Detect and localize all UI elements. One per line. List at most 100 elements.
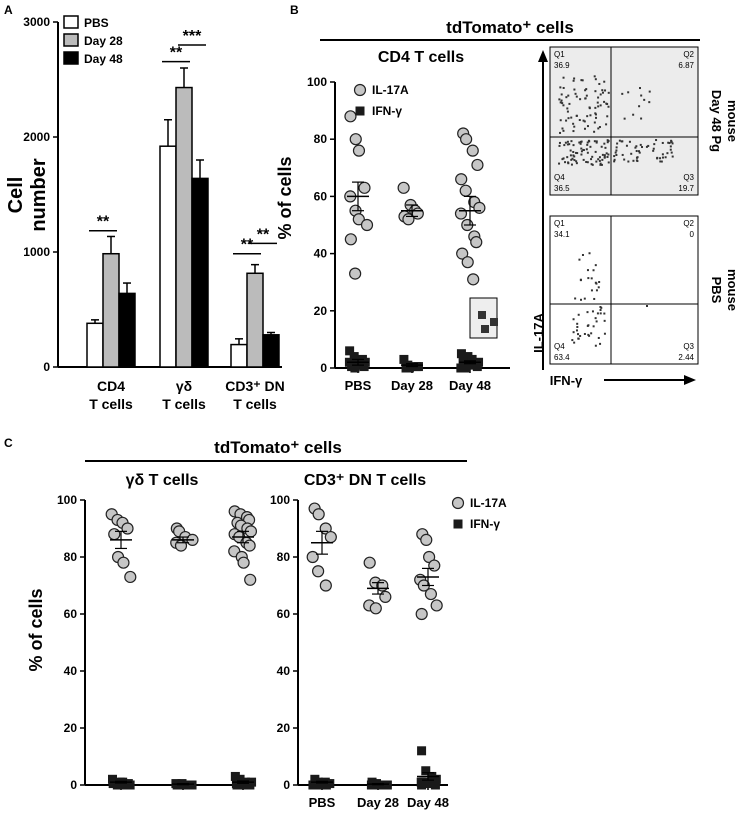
- flow-event: [581, 253, 584, 256]
- flow-event: [606, 141, 609, 144]
- flow-event: [562, 129, 565, 132]
- quadrant-value: 19.7: [678, 184, 694, 193]
- il17a-point: [420, 533, 433, 547]
- quadrant-value: 34.1: [554, 230, 570, 239]
- panel-c-dn-scatter: CD3⁺ DN T cells 0 20 40 60 80 100 PBS Day 28 Day …: [270, 472, 507, 810]
- y-tick-label: 0: [70, 778, 77, 792]
- flow-event: [583, 332, 586, 335]
- flow-event: [572, 130, 575, 133]
- x-tick-label: T cells: [162, 396, 206, 412]
- flow-event: [575, 95, 578, 98]
- flow-event: [606, 155, 609, 158]
- flow-event: [593, 130, 596, 133]
- flow-event: [561, 127, 564, 130]
- flow-event: [584, 97, 587, 100]
- ifng-point: [245, 780, 255, 790]
- flow-event: [590, 277, 593, 280]
- legend-label: IFN-γ: [372, 104, 402, 118]
- flow-event: [586, 141, 589, 144]
- flow-event: [580, 298, 583, 301]
- flow-event: [589, 145, 592, 148]
- flow-event: [603, 156, 606, 159]
- x-tick-label: CD4: [97, 378, 125, 394]
- bar: [191, 177, 209, 368]
- flow-event: [586, 151, 589, 154]
- ifng-point: [399, 354, 409, 364]
- flow-event: [600, 145, 603, 148]
- y-tick-label: 100: [57, 493, 77, 507]
- flow-event: [592, 325, 595, 328]
- il17a-point: [471, 158, 484, 172]
- il17a-point: [424, 587, 438, 601]
- flow-event: [570, 140, 573, 143]
- flow-event: [588, 140, 591, 143]
- flow-event: [632, 113, 635, 116]
- quadrant-name: Q1: [554, 50, 565, 59]
- flow-event: [588, 252, 591, 255]
- flow-event: [603, 80, 606, 83]
- ifng-point: [366, 780, 376, 790]
- flow-event: [621, 140, 624, 143]
- flow-event: [579, 334, 582, 337]
- flow-event: [614, 151, 617, 154]
- il17a-point: [117, 556, 130, 569]
- flow-event: [589, 114, 592, 117]
- ifng-point: [461, 363, 471, 373]
- flow-event: [623, 158, 626, 161]
- flow-event: [599, 162, 602, 165]
- quadrant-value: 36.5: [554, 184, 570, 193]
- flow-event: [595, 320, 598, 323]
- flow-event: [599, 342, 602, 345]
- flow-event: [667, 141, 670, 144]
- flow-event: [645, 145, 648, 148]
- flow-event: [577, 333, 580, 336]
- flow-event: [601, 158, 604, 161]
- il17a-point: [363, 556, 376, 569]
- bar: [246, 272, 264, 368]
- x-tick-label: T cells: [233, 396, 277, 412]
- flow-event: [561, 158, 564, 161]
- flow-event: [572, 122, 575, 125]
- flow-event: [598, 82, 601, 85]
- flow-event: [635, 150, 638, 153]
- flow-event: [585, 88, 588, 91]
- y-tick-label: 20: [277, 721, 291, 735]
- il17a-point: [121, 522, 134, 535]
- flow-event: [567, 117, 570, 120]
- flow-plot: [549, 46, 699, 196]
- flow-event: [559, 119, 562, 122]
- flow-event: [594, 78, 597, 81]
- x-tick-label: Day 28: [357, 795, 399, 810]
- flow-event: [593, 140, 596, 143]
- flow-event: [652, 149, 655, 152]
- flow-event: [581, 79, 584, 82]
- flow-event: [601, 91, 604, 94]
- bar: [262, 334, 280, 368]
- ifng-point: [424, 779, 434, 789]
- flow-event: [595, 289, 598, 292]
- flow-event: [565, 96, 568, 99]
- significance-label: **: [170, 45, 183, 62]
- ifng-point: [350, 363, 360, 373]
- quadrant-name: Q1: [554, 219, 565, 228]
- flow-event: [567, 161, 570, 164]
- x-tick-label: CD3⁺ DN: [225, 378, 285, 394]
- flow-event: [635, 156, 638, 159]
- flow-event: [558, 141, 561, 144]
- flow-event: [573, 125, 576, 128]
- flow-event: [603, 332, 606, 335]
- ifng-point: [308, 780, 318, 790]
- flow-event: [591, 310, 594, 313]
- flow-event: [576, 325, 579, 328]
- flow-event: [670, 140, 673, 143]
- flow-event: [590, 289, 593, 292]
- flow-event: [568, 143, 571, 146]
- flow-event: [648, 90, 651, 93]
- inset-square: [481, 325, 489, 333]
- flow-event: [671, 155, 674, 158]
- flow-event: [640, 117, 643, 120]
- flow-event: [590, 332, 593, 335]
- flow-plot-label: PBS: [709, 277, 724, 304]
- il17a-point: [467, 273, 480, 286]
- flow-event: [565, 119, 568, 122]
